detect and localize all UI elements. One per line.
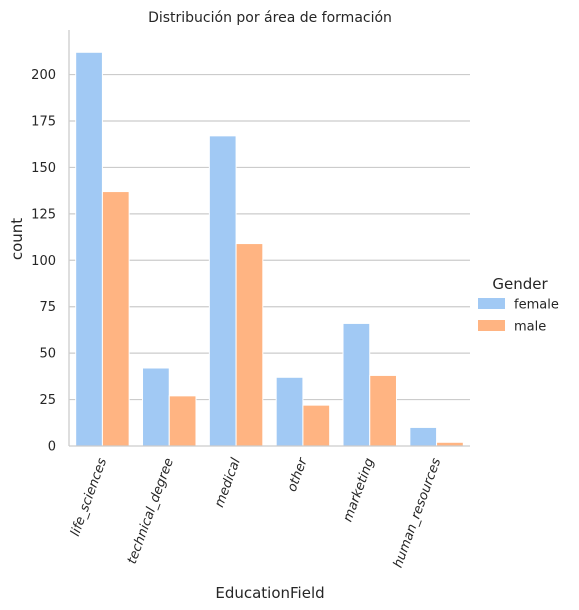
y-axis-label: count xyxy=(8,218,26,260)
bars xyxy=(75,51,464,447)
y-tick-label: 25 xyxy=(39,393,56,408)
y-tick-label: 150 xyxy=(31,161,56,176)
y-tick-labels: 0 25 50 75 100 125 150 175 200 xyxy=(31,68,56,454)
x-axis-label: EducationField xyxy=(215,584,324,602)
gridlines xyxy=(69,73,470,401)
x-tick-label: technical_degree xyxy=(125,456,177,566)
bar-female-life_sciences xyxy=(75,51,103,447)
axes xyxy=(68,30,470,447)
legend-title: Gender xyxy=(492,275,548,293)
y-tick-label: 200 xyxy=(31,68,56,83)
legend-swatch-female xyxy=(478,298,505,309)
y-tick-label: 0 xyxy=(48,440,56,455)
bar-female-technical_degree xyxy=(142,367,170,447)
x-tick-labels: life_sciences technical_degree medical othe… xyxy=(68,455,444,570)
x-tick-label: life_sciences xyxy=(68,456,110,538)
bar-male-medical xyxy=(235,243,264,447)
bar-female-other xyxy=(275,376,304,447)
y-tick-label: 50 xyxy=(39,347,56,362)
chart-title: Distribución por área de formación xyxy=(148,10,392,26)
bar-male-marketing xyxy=(369,374,397,447)
y-tick-label: 100 xyxy=(31,254,56,269)
x-tick-label: other xyxy=(285,455,312,494)
x-tick-label: human_resources xyxy=(391,456,445,570)
legend: Gender female male xyxy=(478,275,559,335)
legend-swatch-male xyxy=(478,320,505,331)
bar-male-other xyxy=(302,404,331,447)
y-tick-label: 75 xyxy=(39,300,56,315)
bar-male-technical_degree xyxy=(168,395,197,447)
x-tick-label: marketing xyxy=(341,456,378,524)
y-tick-label: 175 xyxy=(31,115,56,130)
bar-female-medical xyxy=(208,135,237,447)
bar-female-human_resources xyxy=(409,426,438,447)
x-tick-label: medical xyxy=(212,456,244,510)
y-tick-label: 125 xyxy=(31,207,56,222)
bar-female-marketing xyxy=(342,322,371,447)
legend-label-female: female xyxy=(514,298,559,313)
legend-label-male: male xyxy=(514,320,546,335)
bar-male-life_sciences xyxy=(101,191,130,447)
